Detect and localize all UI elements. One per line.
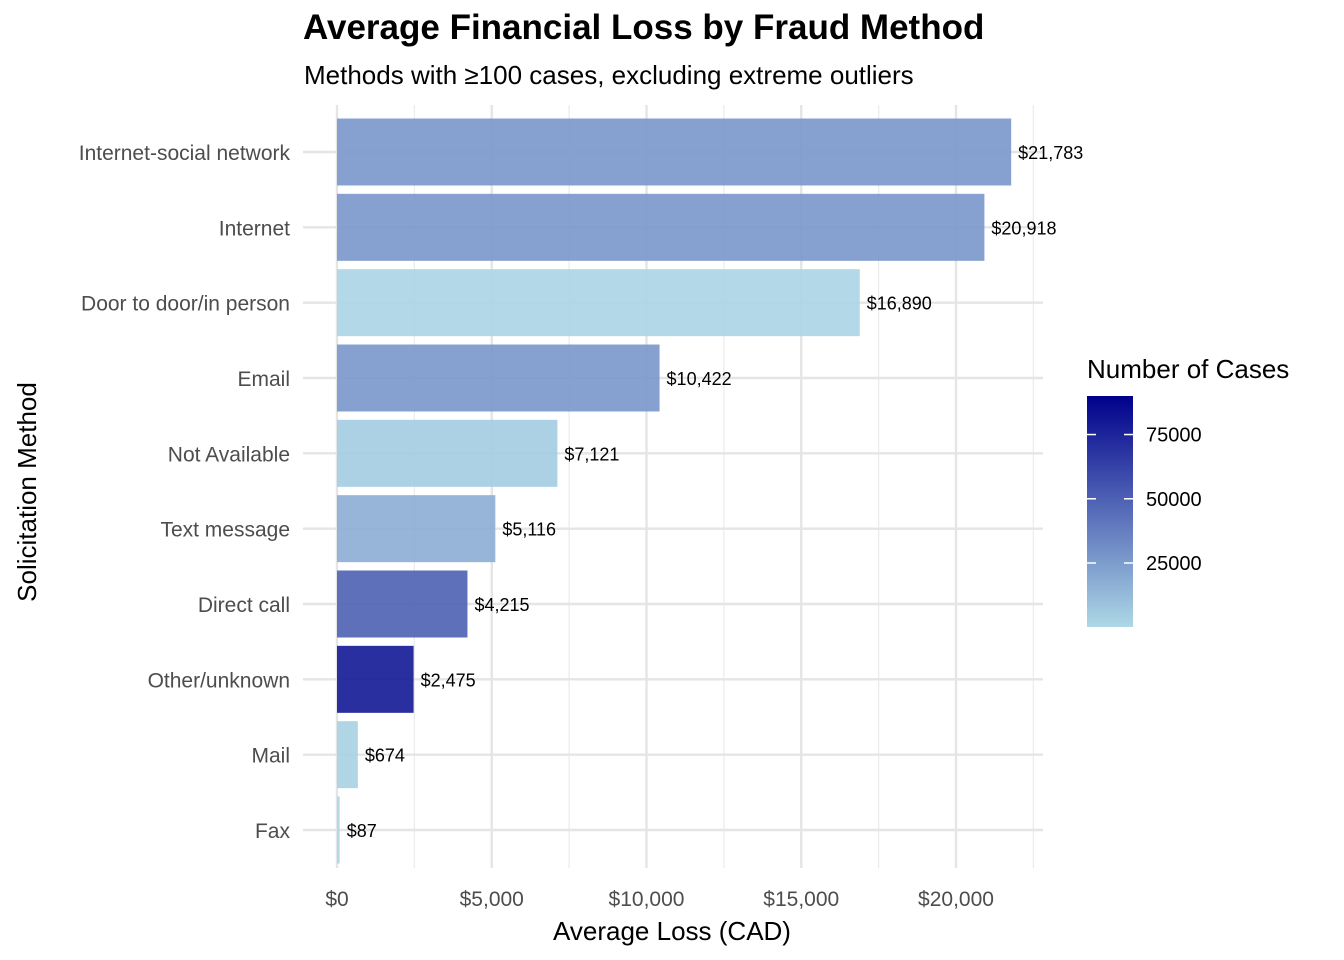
bar-value-label: $10,422	[667, 369, 732, 389]
x-tick-label: $0	[325, 888, 348, 911]
bar-value-label: $2,475	[421, 670, 476, 690]
y-tick-label: Direct call	[198, 594, 290, 617]
legend-tick-label: 25000	[1146, 553, 1202, 575]
bar	[337, 344, 660, 412]
x-tick-label: $10,000	[609, 888, 685, 911]
chart-subtitle: Methods with ≥100 cases, excluding extre…	[304, 60, 914, 90]
bar-value-label: $16,890	[867, 294, 932, 314]
x-tick-label: $20,000	[918, 888, 994, 911]
bar-value-label: $5,116	[502, 520, 556, 540]
legend-ticks: 25000 50000 75000	[1087, 425, 1202, 575]
bar	[337, 269, 860, 337]
legend: Number of Cases 25000 50000 75000	[1087, 354, 1289, 627]
bar	[337, 796, 340, 864]
y-tick-label: Internet-social network	[79, 142, 291, 165]
y-tick-label: Mail	[251, 745, 290, 768]
bar-value-label: $4,215	[474, 595, 529, 615]
bar-value-label: $20,918	[991, 218, 1056, 238]
bar	[337, 118, 1012, 186]
bar	[337, 193, 985, 261]
bar-value-label: $7,121	[564, 444, 619, 464]
legend-tick-label: 75000	[1146, 425, 1202, 447]
bar-value-label: $21,783	[1018, 143, 1083, 163]
x-axis-ticks: $0 $5,000 $10,000 $15,000 $20,000	[325, 888, 994, 911]
y-axis-ticks: Internet-social network Internet Door to d…	[79, 142, 291, 843]
legend-colorbar	[1087, 396, 1133, 627]
bar	[337, 419, 558, 487]
y-axis-title: Solicitation Method	[12, 382, 42, 602]
chart-title: Average Financial Loss by Fraud Method	[303, 8, 985, 47]
legend-tick-label: 50000	[1146, 489, 1202, 511]
legend-title: Number of Cases	[1087, 354, 1289, 384]
bar-value-label: $674	[365, 746, 405, 766]
y-tick-label: Other/unknown	[148, 669, 290, 692]
bar	[337, 495, 496, 563]
bar	[337, 721, 358, 789]
bar	[337, 570, 468, 638]
x-tick-label: $5,000	[460, 888, 524, 911]
y-tick-label: Door to door/in person	[81, 293, 290, 316]
y-tick-label: Not Available	[168, 443, 290, 466]
data-labels: $21,783 $20,918 $16,890 $10,422 $7,121 $5,116…	[347, 143, 1084, 841]
y-tick-label: Text message	[160, 519, 290, 542]
bar	[337, 645, 414, 713]
bars	[337, 118, 1012, 864]
y-tick-label: Internet	[219, 217, 290, 240]
x-axis-title: Average Loss (CAD)	[553, 916, 791, 946]
y-tick-label: Email	[237, 368, 290, 391]
x-tick-label: $15,000	[763, 888, 839, 911]
y-tick-label: Fax	[255, 820, 291, 843]
bar-value-label: $87	[347, 821, 377, 841]
